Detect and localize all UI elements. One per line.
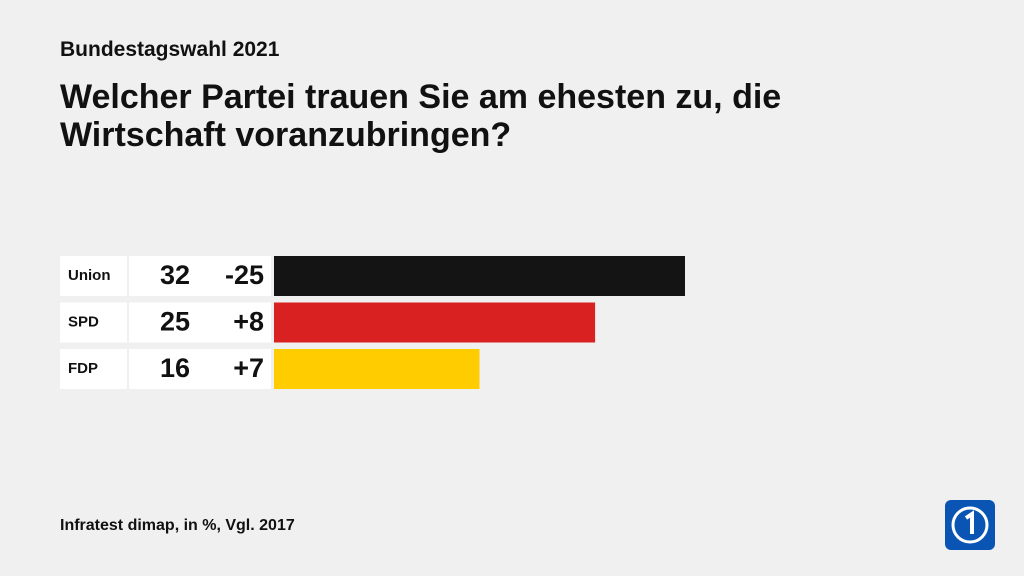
category-label: FDP xyxy=(68,360,98,377)
change-label: -25 xyxy=(225,260,264,290)
value-label: 16 xyxy=(160,353,190,383)
source-note: Infratest dimap, in %, Vgl. 2017 xyxy=(60,517,295,534)
category-label: Union xyxy=(68,267,111,284)
row-label-cell xyxy=(60,302,127,343)
row-value-cell xyxy=(129,349,271,389)
logo-one xyxy=(964,510,974,534)
bar xyxy=(274,302,596,343)
row-value-cell xyxy=(129,302,271,343)
supertitle: Bundestagswahl 2021 xyxy=(60,38,280,61)
value-label: 25 xyxy=(160,307,190,337)
bar xyxy=(274,349,480,389)
row-label-cell xyxy=(60,256,127,296)
category-label: SPD xyxy=(68,313,99,330)
chart-title: Welcher Partei trauen Sie am ehesten zu,… xyxy=(60,78,782,154)
row-label-cell xyxy=(60,349,127,389)
logo-ring xyxy=(951,506,989,544)
change-label: +8 xyxy=(233,307,264,337)
logo xyxy=(945,500,995,550)
change-label: +7 xyxy=(233,353,264,383)
row-value-cell xyxy=(129,256,271,296)
value-label: 32 xyxy=(160,260,190,290)
bar xyxy=(274,256,685,296)
